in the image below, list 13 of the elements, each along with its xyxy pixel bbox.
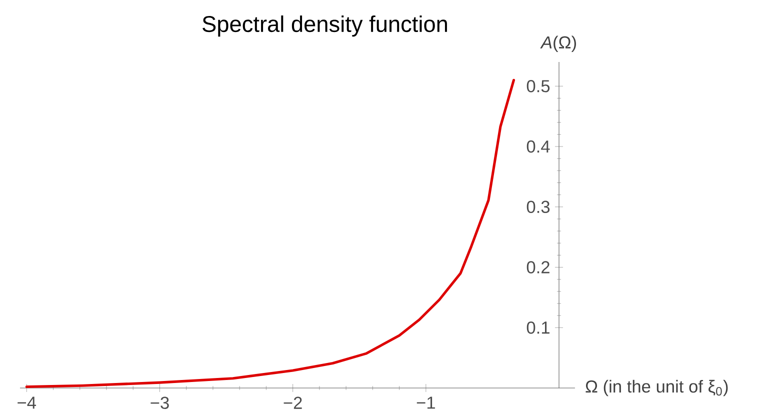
y-tick-label: 0.3 xyxy=(526,200,550,214)
y-tick-label: 0.5 xyxy=(526,80,550,92)
y-tick-label: 0.4 xyxy=(526,140,550,153)
x-tick-label: −3 xyxy=(150,396,169,409)
x-tick-label: −4 xyxy=(18,396,36,409)
y-tick-label: 0.2 xyxy=(526,261,550,274)
y-tick-label: 0.1 xyxy=(526,321,550,334)
x-axis-title: Ω (in the unit of ξ$_{0}$) xyxy=(586,380,728,396)
y-axis-title: A(Ω) xyxy=(540,36,576,52)
chart-title: Spectral density function xyxy=(202,15,447,37)
line-series xyxy=(25,78,516,388)
x-tick-label: −2 xyxy=(284,396,302,409)
x-tick-label: −1 xyxy=(416,396,435,409)
